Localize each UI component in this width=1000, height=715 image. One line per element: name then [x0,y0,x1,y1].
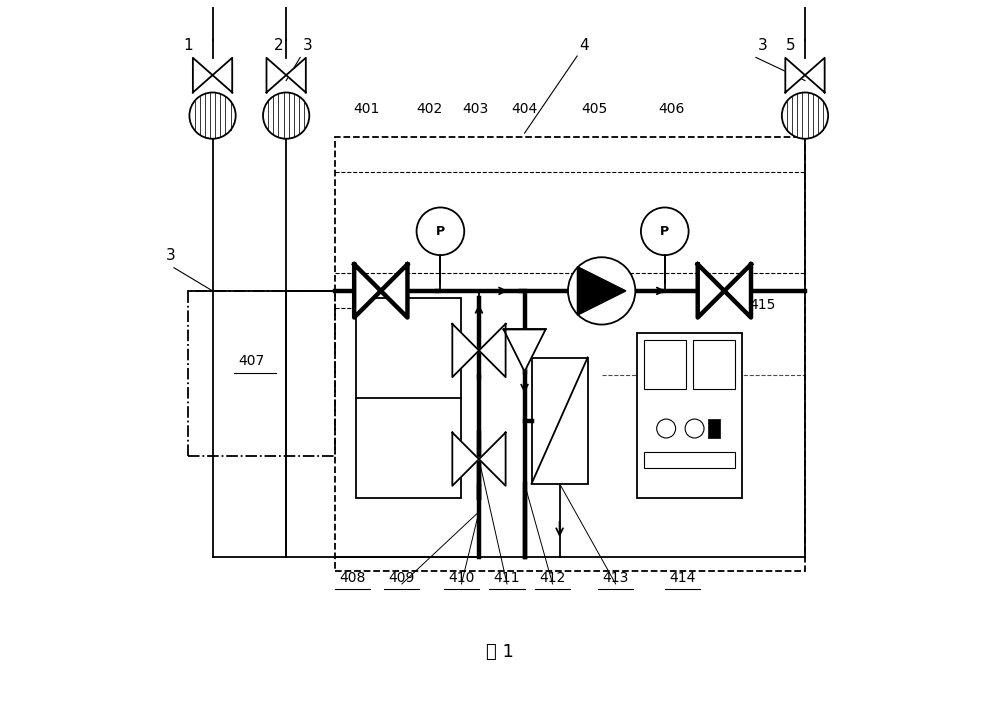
Text: 407: 407 [238,354,264,368]
Bar [335,137,805,571]
Polygon shape [805,58,825,92]
Text: 410: 410 [448,571,475,586]
Bar [644,340,686,390]
Polygon shape [452,433,479,485]
Text: 2: 2 [274,37,284,52]
Polygon shape [785,58,805,92]
Circle shape [641,207,689,255]
Text: 408: 408 [340,571,366,586]
Bar [532,358,588,484]
Text: 411: 411 [494,571,520,586]
Text: 405: 405 [582,102,608,116]
Polygon shape [698,265,724,317]
Polygon shape [577,267,626,315]
Text: P: P [660,225,669,238]
Bar [637,333,742,498]
Polygon shape [452,324,479,377]
Text: 404: 404 [511,102,538,116]
Text: 403: 403 [462,102,489,116]
Text: 5: 5 [786,37,796,52]
Bar [693,340,735,390]
Text: 3: 3 [166,248,175,263]
Bar [644,452,735,468]
Text: 图 1: 图 1 [486,643,514,661]
Polygon shape [213,58,232,92]
Text: P: P [436,225,445,238]
Text: 3: 3 [302,37,312,52]
Text: 402: 402 [417,102,443,116]
Bar [708,419,720,438]
Polygon shape [479,433,506,485]
Text: 414: 414 [669,571,695,586]
Bar [356,298,461,498]
Polygon shape [354,265,381,317]
Text: 3: 3 [758,37,768,52]
Text: 406: 406 [659,102,685,116]
Polygon shape [504,330,546,372]
Polygon shape [479,324,506,377]
Circle shape [189,92,236,139]
Text: 409: 409 [389,571,415,586]
Polygon shape [724,265,751,317]
Text: 412: 412 [539,571,566,586]
Text: 4: 4 [579,37,589,52]
Circle shape [782,92,828,139]
Polygon shape [286,58,306,92]
Polygon shape [381,265,407,317]
Polygon shape [266,58,286,92]
Text: 413: 413 [602,571,629,586]
Polygon shape [193,58,213,92]
Text: 1: 1 [183,37,193,52]
Circle shape [568,257,635,325]
Circle shape [417,207,464,255]
Circle shape [263,92,309,139]
Text: 401: 401 [354,102,380,116]
Text: 415: 415 [750,298,776,312]
Bar [188,291,335,455]
